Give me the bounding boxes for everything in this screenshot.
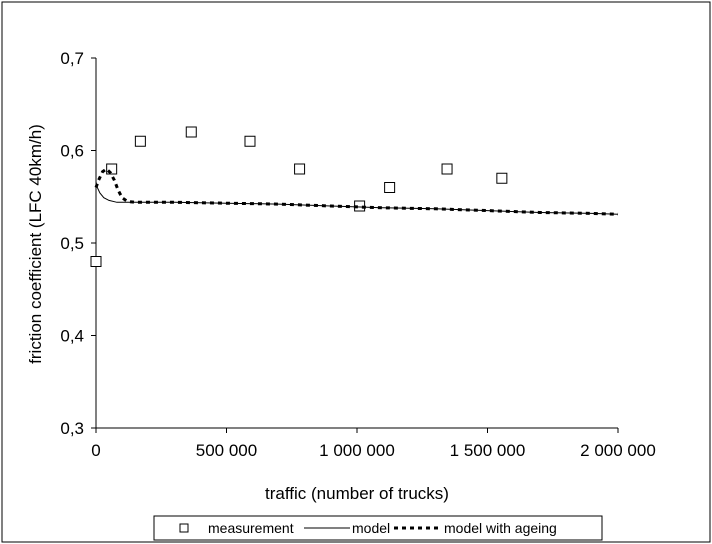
measurement-point: [384, 182, 396, 193]
measurement-point: [294, 163, 306, 175]
legend-label-model: model: [352, 520, 390, 536]
measurement-point: [441, 163, 453, 175]
legend: measurement model model with ageing: [153, 515, 603, 541]
x-tick-labels: 0 500 000 1 000 000 1 500 000 2 000 000: [91, 441, 656, 460]
x-tick-label: 500 000: [196, 441, 257, 460]
x-tick-label: 2 000 000: [580, 441, 656, 460]
measurement-point: [496, 172, 508, 184]
x-tick-label: 1 500 000: [450, 441, 526, 460]
axes: [91, 57, 619, 433]
measurement-point: [244, 135, 256, 147]
x-tick-label: 1 000 000: [319, 441, 395, 460]
y-axis-label: friction coefficient (LFC 40km/h): [26, 124, 45, 364]
x-tick-label: 0: [91, 441, 100, 460]
y-tick-label: 0,3: [60, 419, 84, 438]
measurement-point: [185, 126, 197, 138]
y-tick-label: 0,4: [60, 327, 84, 346]
measurement-point: [90, 256, 102, 267]
y-tick-label: 0,6: [60, 142, 84, 161]
measurement-point: [106, 163, 118, 175]
y-tick-label: 0,5: [60, 234, 84, 253]
plot-series: [90, 126, 619, 267]
measurement-point: [134, 135, 146, 147]
y-tick-labels: 0,3 0,4 0,5 0,6 0,7: [60, 49, 84, 438]
model-with-ageing-line: [94, 167, 619, 216]
legend-label-measurement: measurement: [208, 520, 294, 536]
model-line: [95, 181, 619, 215]
y-tick-label: 0,7: [60, 49, 84, 68]
legend-label-model-with-ageing: model with ageing: [444, 520, 557, 536]
x-axis-label: traffic (number of trucks): [265, 484, 449, 503]
legend-box: [153, 515, 603, 541]
legend-measurement-marker: [179, 523, 189, 533]
